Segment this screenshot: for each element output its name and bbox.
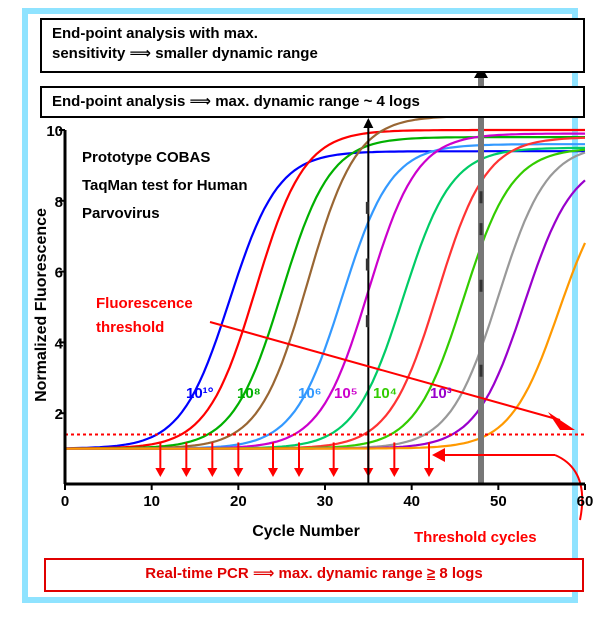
concentration-label-6: 10³ — [430, 385, 452, 402]
concentration-label-4: 10⁵ — [334, 385, 358, 402]
implies-arrow-icon: ⟹ — [189, 93, 212, 110]
implies-arrow-icon: ⟹ — [252, 565, 275, 582]
y-tick-label-10: 10 — [46, 123, 63, 140]
y-tick-label-8: 8 — [55, 194, 63, 211]
ct-arrow-head-1 — [155, 468, 166, 477]
ct-arrow-head-5 — [268, 468, 278, 477]
fluorescence-arrow-line — [209, 321, 561, 421]
x-tick-label-40: 40 — [403, 493, 420, 510]
x-tick-label-50: 50 — [490, 493, 507, 510]
footer-ge: ≥ — [426, 565, 436, 582]
x-tick-label-20: 20 — [230, 493, 247, 510]
x-tick-label-10: 10 — [143, 493, 160, 510]
y-tick-label-2: 2 — [55, 406, 63, 423]
series-line-2 — [65, 128, 585, 450]
box-mid-b: max. dynamic range ~ 4 logs — [215, 93, 420, 110]
threshold-cycles-label: Threshold cycles — [414, 529, 537, 546]
box-mid-a: End-point analysis — [52, 93, 186, 110]
concentration-label-1: 10¹° — [186, 385, 214, 402]
endpoint-dynamic-range-box: End-point analysis ⟹ max. dynamic range … — [40, 86, 585, 118]
series-line-1 — [64, 150, 585, 450]
concentration-label-3: 10⁶ — [298, 385, 322, 402]
series-line-12 — [65, 242, 587, 450]
ct-arrow-head-9 — [389, 468, 400, 477]
fluorescence-label-2: threshold — [96, 319, 164, 336]
footer-c: 8 logs — [439, 565, 483, 582]
footer-a: Real-time PCR — [145, 565, 249, 582]
box-top-line2-a: sensitivity — [52, 45, 126, 62]
ct-arrow-head-3 — [207, 468, 218, 477]
endpoint-arrowhead-1 — [363, 118, 374, 128]
threshold-cycles-curve — [554, 454, 584, 521]
box-top-line2-b: smaller dynamic range — [155, 45, 318, 62]
test-label-3: Parvovirus — [82, 205, 160, 222]
ct-arrow-head-10 — [424, 468, 434, 477]
y-tick-label-6: 6 — [55, 265, 63, 282]
ct-arrow-head-6 — [294, 468, 304, 477]
fluorescence-label-1: Fluorescence — [96, 295, 193, 312]
fluorescence-arrowhead — [548, 412, 575, 430]
y-axis-label: Normalized Fluorescence — [33, 208, 50, 402]
ct-arrow-head-2 — [181, 468, 192, 477]
threshold-cycles-arrowhead — [432, 448, 445, 462]
y-tick-label-4: 4 — [55, 335, 64, 352]
ct-arrow-head-4 — [233, 468, 244, 477]
concentration-label-2: 10⁸ — [237, 385, 261, 402]
x-tick-label-0: 0 — [61, 493, 69, 510]
x-tick-label-60: 60 — [577, 493, 594, 510]
box-top-line1: End-point analysis with max. — [52, 25, 258, 42]
test-label-1: Prototype COBAS — [82, 149, 210, 166]
endpoint-max-sensitivity-box: End-point analysis with max. sensitivity… — [40, 18, 585, 73]
test-label-2: TaqMan test for Human — [82, 177, 248, 194]
ct-arrow-head-7 — [328, 468, 339, 477]
x-axis-label: Cycle Number — [252, 523, 360, 540]
box-top-line2: sensitivity ⟹ smaller dynamic range — [52, 44, 573, 64]
realtime-pcr-box: Real-time PCR ⟹ max. dynamic range ≥ 8 l… — [44, 558, 584, 592]
x-tick-label-30: 30 — [317, 493, 334, 510]
implies-arrow-icon: ⟹ — [129, 45, 152, 62]
footer-b: max. dynamic range — [278, 565, 423, 582]
concentration-label-5: 10⁴ — [373, 385, 397, 402]
